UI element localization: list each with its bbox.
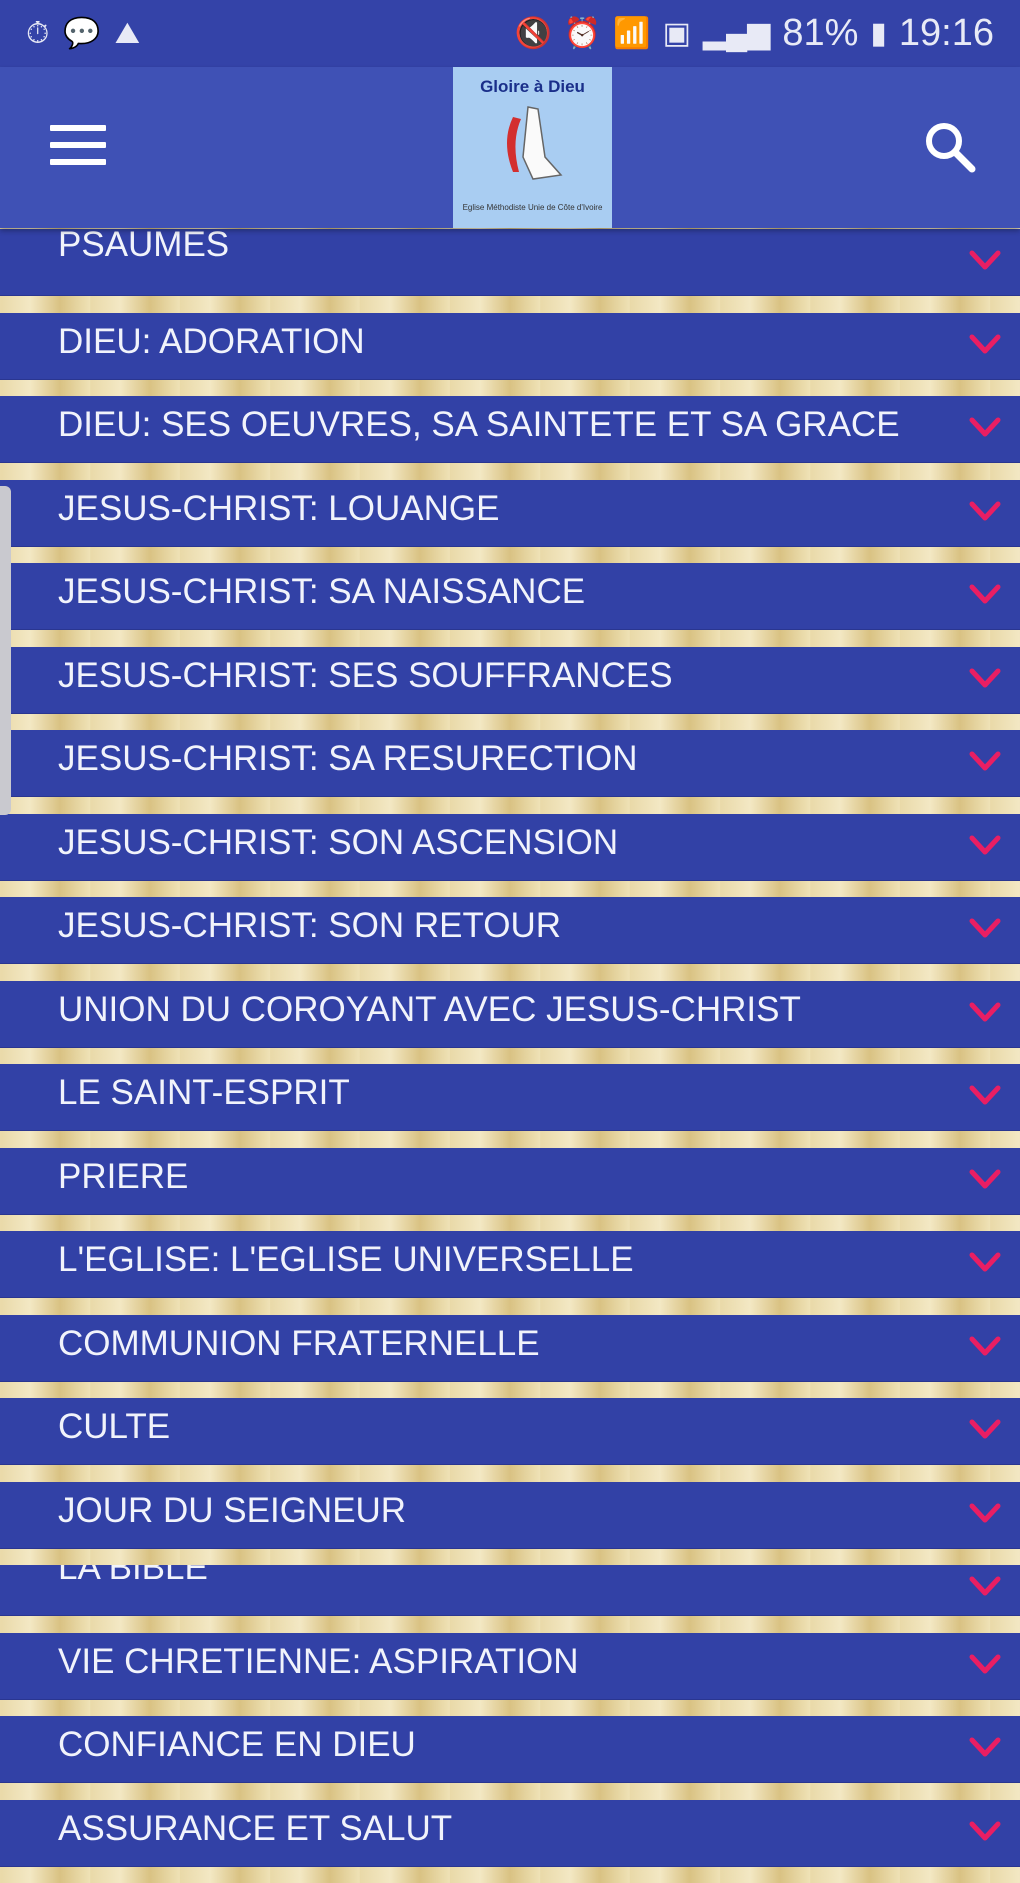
chevron-down-icon[interactable] — [968, 579, 1002, 609]
chevron-down-icon[interactable] — [968, 830, 1002, 860]
chevron-down-icon[interactable] — [968, 1816, 1002, 1846]
category-row[interactable]: DIEU: SES OEUVRES, SA SAINTETE ET SA GRA… — [0, 396, 1020, 463]
logo-title: Gloire à Dieu — [480, 77, 585, 96]
category-row[interactable]: PSAUMES — [0, 229, 1020, 296]
category-label: JESUS-CHRIST: LOUANGE — [58, 488, 500, 528]
category-label: JOUR DU SEIGNEUR — [58, 1490, 407, 1530]
category-row[interactable]: PRIERE — [0, 1147, 1020, 1215]
category-label: DIEU: ADORATION — [58, 321, 365, 361]
category-row[interactable]: CONFIANCE EN DIEU — [0, 1716, 1020, 1783]
chevron-down-icon[interactable] — [968, 496, 1002, 526]
category-row[interactable]: ASSURANCE ET SALUT — [0, 1799, 1020, 1867]
category-label: ASSURANCE ET SALUT — [58, 1808, 453, 1848]
status-bar: ⏱ 💬 ⛰ 🔇 ⏰ 📶 ▣ ▂▄▆ 81% ▮ 19:16 — [0, 0, 1020, 67]
battery-icon: ▮ — [870, 16, 887, 50]
battery-percent: 81% — [782, 12, 859, 54]
category-row[interactable]: JOUR DU SEIGNEUR — [0, 1481, 1020, 1549]
menu-icon[interactable] — [50, 125, 106, 169]
chevron-down-icon[interactable] — [968, 329, 1002, 359]
category-row[interactable]: COMMUNION FRATERNELLE — [0, 1314, 1020, 1382]
chevron-down-icon[interactable] — [968, 746, 1002, 776]
chevron-down-icon[interactable] — [968, 1080, 1002, 1110]
wifi-icon: 📶 — [613, 16, 651, 50]
clock: 19:16 — [898, 12, 994, 54]
category-row[interactable]: DIEU: ADORATION — [0, 312, 1020, 380]
chevron-down-icon[interactable] — [968, 663, 1002, 693]
category-row[interactable]: UNION DU COROYANT AVEC JESUS-CHRIST — [0, 980, 1020, 1048]
chevron-down-icon[interactable] — [968, 1732, 1002, 1762]
category-label: PSAUMES — [58, 229, 230, 264]
category-label: VIE CHRETIENNE: ASPIRATION — [58, 1641, 579, 1681]
category-row[interactable]: JESUS-CHRIST: SES SOUFFRANCES — [0, 646, 1020, 714]
category-row[interactable]: JESUS-CHRIST: SA NAISSANCE — [0, 563, 1020, 630]
category-label: COMMUNION FRATERNELLE — [58, 1323, 540, 1363]
category-row[interactable]: CULTE — [0, 1398, 1020, 1465]
category-row[interactable]: JESUS-CHRIST: LOUANGE — [0, 479, 1020, 547]
timer-icon: ⏱ — [26, 17, 50, 50]
category-row[interactable]: LE SAINT-ESPRIT — [0, 1064, 1020, 1131]
category-label: JESUS-CHRIST: SON RETOUR — [58, 906, 562, 945]
chevron-down-icon[interactable] — [968, 1571, 1002, 1601]
sim-icon: ▣ — [662, 16, 691, 50]
chevron-down-icon[interactable] — [968, 1247, 1002, 1277]
chevron-down-icon[interactable] — [968, 1164, 1002, 1194]
category-label: JESUS-CHRIST: SA NAISSANCE — [58, 572, 586, 611]
category-label: UNION DU COROYANT AVEC JESUS-CHRIST — [58, 989, 801, 1029]
category-row[interactable]: L'EGLISE: L'EGLISE UNIVERSELLE — [0, 1231, 1020, 1298]
chevron-down-icon[interactable] — [968, 997, 1002, 1027]
app-bar: Gloire à Dieu Eglise Méthodiste Unie de … — [0, 67, 1020, 228]
category-label: L'EGLISE: L'EGLISE UNIVERSELLE — [58, 1240, 634, 1279]
search-button[interactable] — [920, 117, 980, 177]
chevron-down-icon[interactable] — [968, 1498, 1002, 1528]
chevron-down-icon[interactable] — [968, 1414, 1002, 1444]
mute-icon: 🔇 — [514, 16, 552, 50]
category-list: PSAUMES DIEU: ADORATION DIEU: SES OEUVRES,… — [0, 229, 1020, 1883]
category-row[interactable]: JESUS-CHRIST: SA RESURECTION — [0, 730, 1020, 797]
message-icon: 💬 — [63, 17, 101, 50]
category-label: DIEU: SES OEUVRES, SA SAINTETE ET SA GRA… — [58, 405, 900, 444]
category-row[interactable]: JESUS-CHRIST: SON RETOUR — [0, 897, 1020, 964]
search-icon — [926, 123, 976, 173]
category-row[interactable]: VIE CHRETIENNE: ASPIRATION — [0, 1632, 1020, 1700]
scrollbar[interactable] — [0, 486, 11, 815]
alarm-icon: ⏰ — [563, 16, 602, 50]
category-row[interactable]: JESUS-CHRIST: SON ASCENSION — [0, 813, 1020, 881]
category-label: LE SAINT-ESPRIT — [58, 1073, 350, 1112]
gallery-icon: ⛰ — [114, 17, 140, 50]
logo-subtitle: Eglise Méthodiste Unie de Côte d'Ivoire — [462, 203, 603, 212]
chevron-down-icon[interactable] — [968, 245, 1002, 275]
signal-icon: ▂▄▆ — [702, 16, 771, 50]
category-label: JESUS-CHRIST: SON ASCENSION — [58, 822, 619, 862]
category-label: JESUS-CHRIST: SA RESURECTION — [58, 739, 638, 778]
praying-hands-icon — [506, 106, 562, 180]
category-row[interactable]: LA BIBLE — [0, 1565, 1020, 1616]
category-label: CULTE — [58, 1407, 171, 1446]
chevron-down-icon[interactable] — [968, 412, 1002, 442]
category-label: LA BIBLE — [58, 1565, 208, 1587]
category-label: JESUS-CHRIST: SES SOUFFRANCES — [58, 655, 673, 695]
category-label: PRIERE — [58, 1156, 189, 1196]
chevron-down-icon[interactable] — [968, 913, 1002, 943]
chevron-down-icon[interactable] — [968, 1649, 1002, 1679]
category-label: CONFIANCE EN DIEU — [58, 1725, 416, 1764]
chevron-down-icon[interactable] — [968, 1331, 1002, 1361]
app-logo: Gloire à Dieu Eglise Méthodiste Unie de … — [453, 67, 612, 228]
